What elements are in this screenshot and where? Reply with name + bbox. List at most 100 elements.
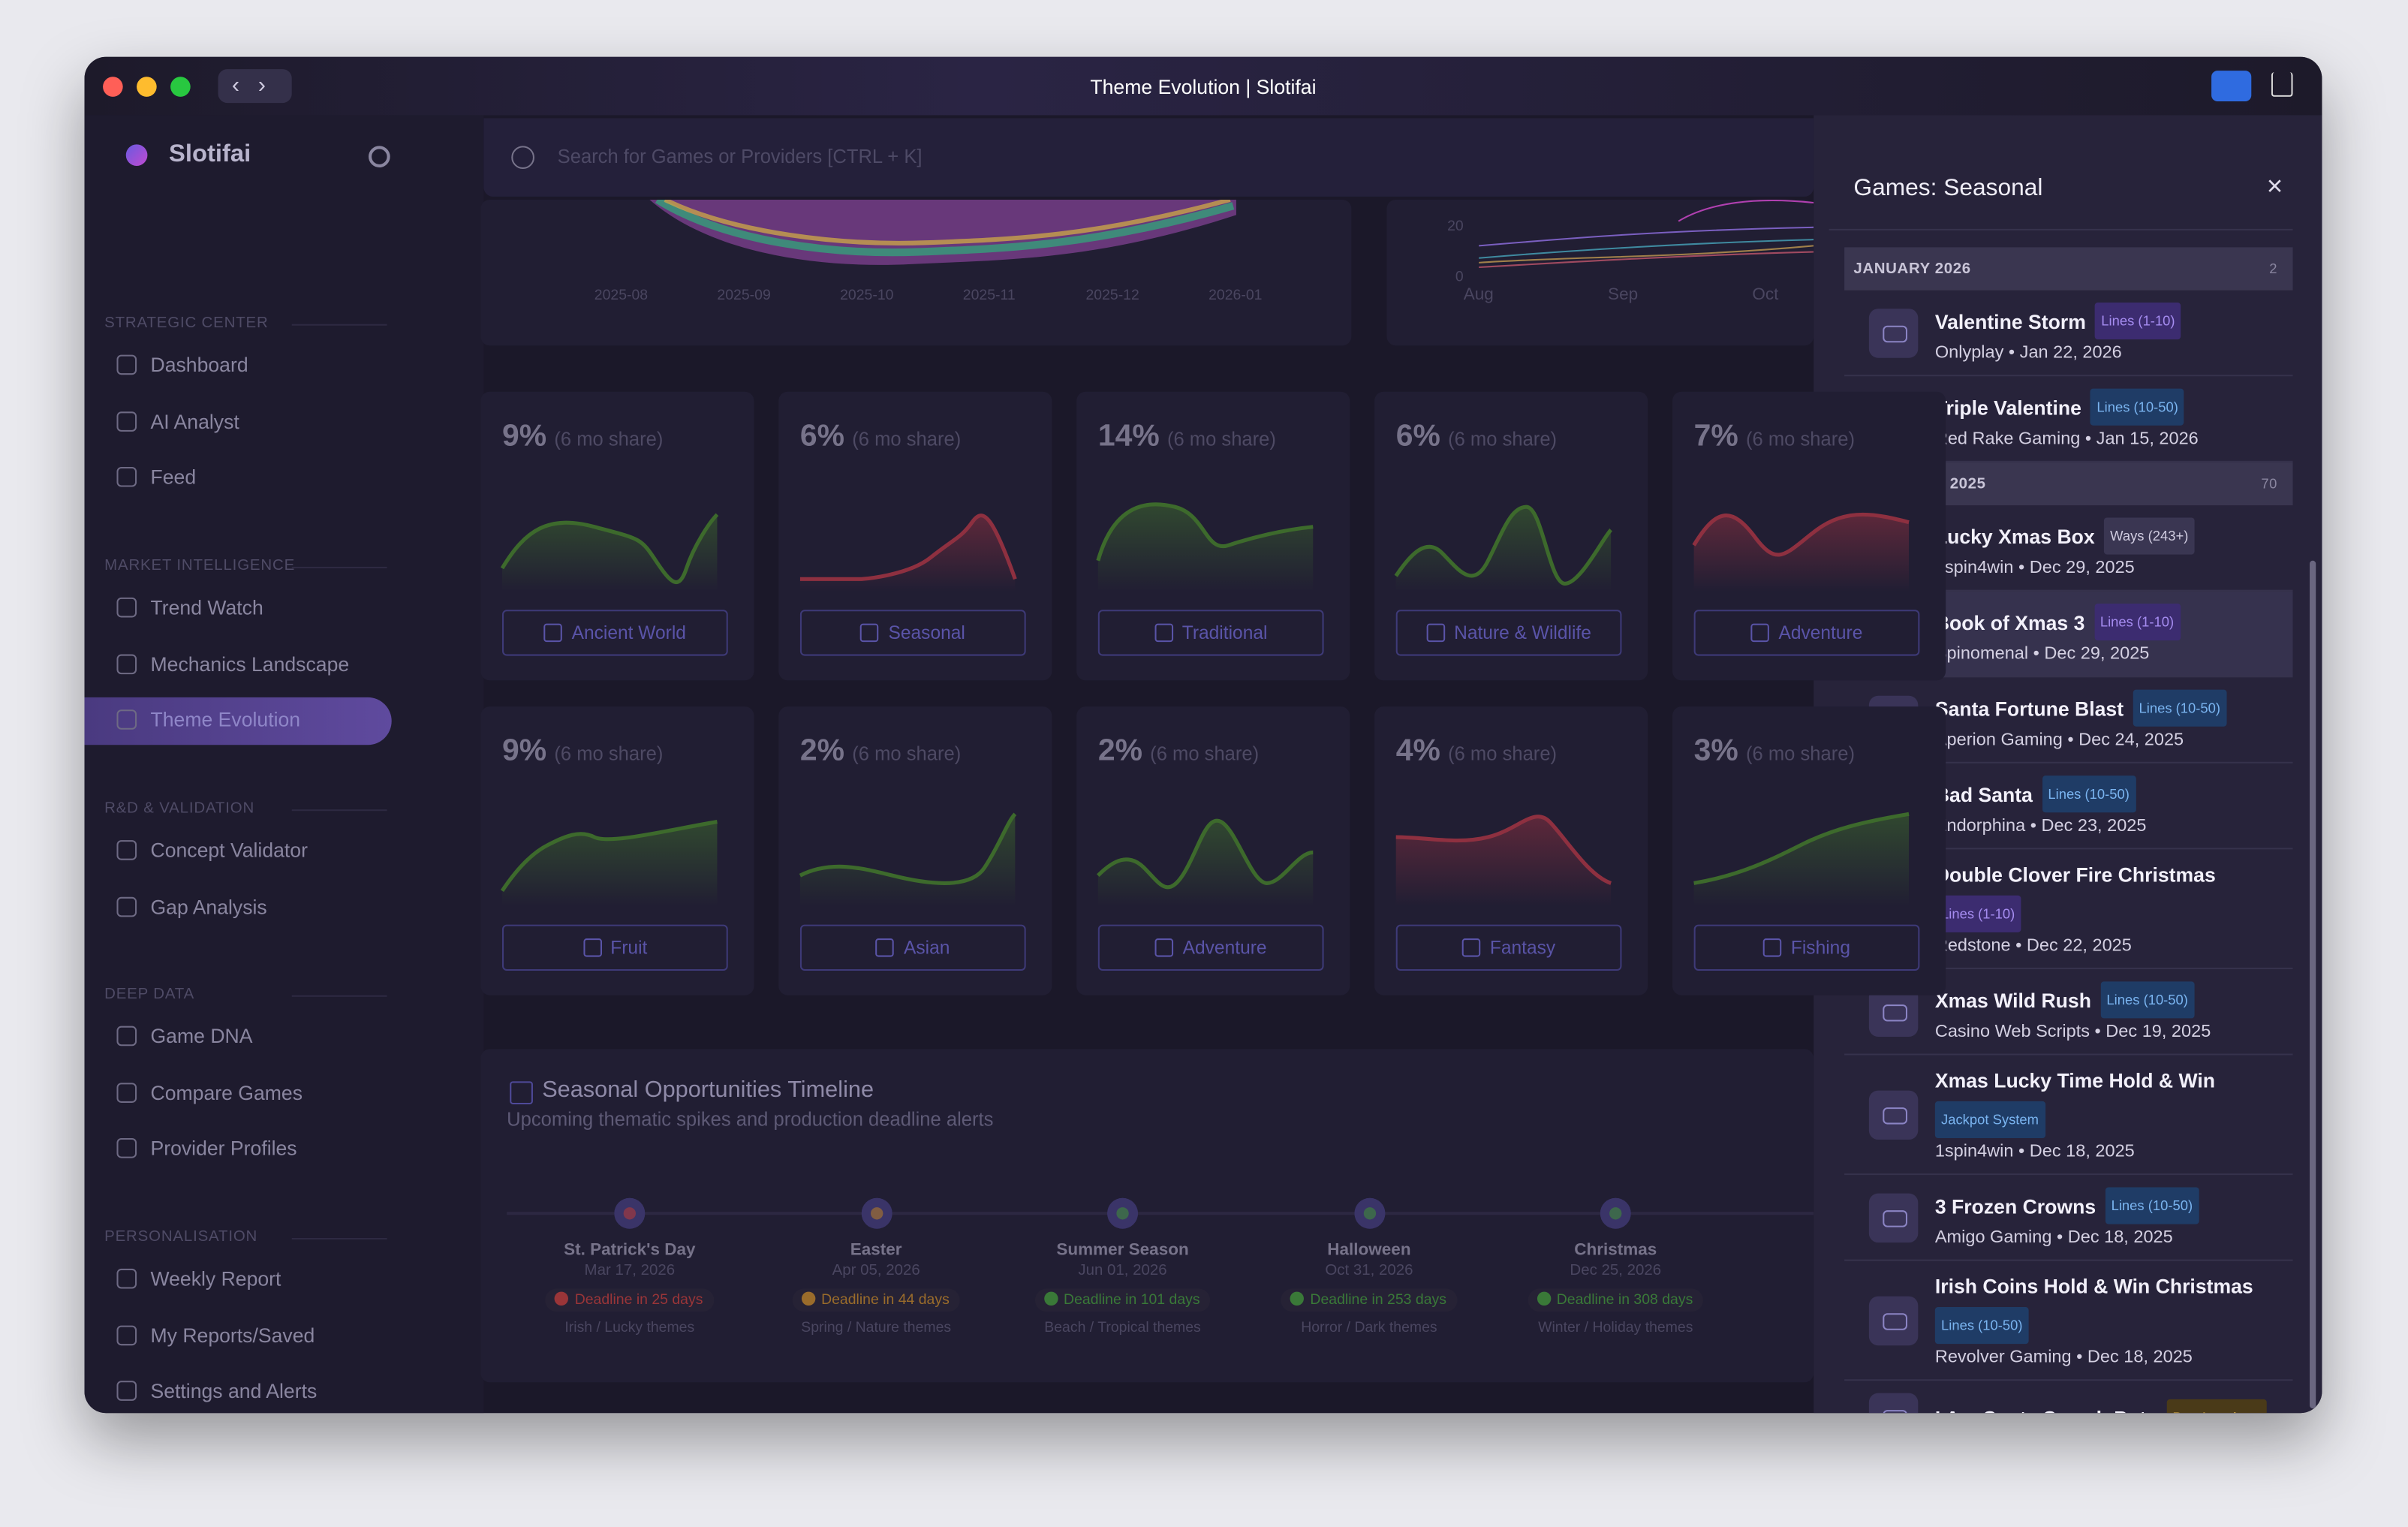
game-row[interactable]: I Am Santa Smash Pots Pay Anywhere (1844, 1381, 2292, 1414)
app-window: ‹› Theme Evolution | Slotifai Slotifai ST… (84, 56, 2322, 1414)
sparkline-line (1096, 502, 1314, 562)
deadline-text: Deadline in 253 days (1310, 1291, 1446, 1309)
theme-label: Ancient World (571, 622, 686, 644)
game-tag: Lines (10-50) (2042, 776, 2136, 813)
game-name: Bad Santa (1934, 783, 2033, 807)
game-tag: Lines (1-10) (2093, 604, 2181, 641)
x-axis-label: Oct (1752, 285, 1779, 305)
theme-icon (1154, 938, 1174, 957)
nav-item[interactable]: Gap Analysis (150, 894, 267, 918)
event: Easter Apr 05, 2026 Deadline in 44 days Spr… (754, 1241, 999, 1336)
x-axis-label: 2025-08 (594, 287, 649, 305)
nav-item[interactable]: Settings and Alerts (150, 1379, 318, 1403)
section-label: DEEP DATA (104, 986, 195, 1003)
group-label: JANUARY 2026 (1853, 260, 1971, 278)
deadline-dot (801, 1291, 815, 1306)
theme-card: 6% (6 mo share) Nature & Wildlife (1374, 391, 1648, 681)
nav-item[interactable]: Feed (150, 465, 197, 489)
theme-button[interactable]: Adventure (1097, 924, 1324, 971)
sparkline-line (1692, 512, 1910, 557)
theme-button[interactable]: Ancient World (502, 610, 728, 656)
event-name: St. Patrick's Day (564, 1241, 696, 1260)
event-date: Mar 17, 2026 (584, 1262, 676, 1280)
game-row[interactable]: 3 Frozen Crowns Lines (10-50) Amigo Gaming… (1844, 1175, 2293, 1261)
nav-item[interactable]: Trend Watch (150, 595, 263, 619)
menu-button[interactable] (2211, 71, 2252, 102)
nav-icon (116, 467, 137, 487)
theme-icon (860, 623, 880, 643)
nav-item[interactable]: Compare Games (150, 1080, 303, 1104)
search-bar[interactable] (483, 118, 1814, 197)
nav-item[interactable]: Provider Profiles (150, 1137, 297, 1161)
sparkline (1096, 502, 1314, 592)
trend-line (1479, 226, 1814, 247)
deadline-dot (1290, 1291, 1305, 1306)
share-line: 14% (6 mo share) (1098, 420, 1276, 455)
event-name: Halloween (1327, 1241, 1411, 1260)
sparkline (1693, 812, 1910, 907)
nav-item[interactable]: Mechanics Landscape (150, 652, 350, 676)
group-count: 70 (2261, 476, 2278, 492)
game-info: I Am Santa Smash Pots Pay Anywhere (1935, 1399, 2277, 1414)
theme-card: 9% (6 mo share) Fruit (480, 706, 754, 995)
nav-icon (116, 597, 137, 618)
game-tag: Lines (10-50) (2100, 981, 2195, 1019)
event-dot (1107, 1197, 1139, 1229)
theme-icon (1426, 623, 1445, 643)
theme-button[interactable]: Fruit (502, 924, 728, 971)
zoom-button[interactable] (170, 77, 191, 97)
game-tag: Lines (10-50) (2133, 689, 2227, 727)
close-button[interactable] (103, 77, 123, 97)
game-info: Double Clover Fire Christmas Lines (1-10)… (1934, 862, 2277, 956)
nav-icon (116, 709, 137, 730)
nav-item[interactable]: AI Analyst (150, 409, 239, 433)
game-row[interactable]: Xmas Lucky Time Hold & Win Jackpot System… (1844, 1056, 2293, 1176)
game-tag: Lines (1-10) (2095, 303, 2181, 340)
theme-button[interactable]: Fantasy (1395, 924, 1622, 971)
game-title: Xmas Wild Rush Lines (10-50) (1935, 981, 2277, 1019)
share-line: 9% (6 mo share) (502, 734, 663, 770)
nav-buttons[interactable]: ‹› (218, 69, 292, 104)
theme-button[interactable]: Nature & Wildlife (1395, 610, 1622, 656)
game-title: Bad Santa Lines (10-50) (1934, 776, 2277, 813)
nav-item[interactable]: Dashboard (150, 353, 248, 377)
share-line: 2% (6 mo share) (800, 734, 961, 770)
timeline-title: Seasonal Opportunities Timeline (542, 1077, 874, 1103)
nav-icon (116, 896, 137, 917)
share-value: 14% (1097, 419, 1160, 453)
brand-logo (125, 144, 148, 166)
nav-item[interactable]: Concept Validator (150, 839, 308, 862)
panel-close[interactable]: × (2266, 170, 2283, 202)
game-row[interactable]: Valentine Storm Lines (1-10) Onlyplay • Ja… (1844, 291, 2293, 377)
theme-button[interactable]: Asian (799, 924, 1026, 971)
nav-item[interactable]: Weekly Report (150, 1266, 281, 1291)
theme-label: Seasonal (888, 622, 965, 644)
theme-button[interactable]: Fishing (1693, 924, 1920, 971)
theme-button[interactable]: Adventure (1693, 610, 1920, 656)
group-count: 2 (2269, 261, 2278, 277)
x-axis-label: 2025-09 (717, 287, 771, 305)
game-meta: Redstone • Dec 22, 2025 (1934, 936, 2132, 956)
section-rule (291, 324, 387, 326)
collapse-toggle[interactable] (369, 146, 390, 168)
panel-title: Games: Seasonal (1853, 175, 2043, 202)
deadline-dot (555, 1291, 569, 1306)
search-icon (511, 146, 534, 170)
game-title: Irish Coins Hold & Win Christmas Lines (1… (1934, 1273, 2277, 1345)
theme-button[interactable]: Traditional (1097, 610, 1324, 656)
event-themes: Spring / Nature themes (801, 1319, 952, 1336)
nav-item[interactable]: My Reports/Saved (150, 1323, 315, 1347)
share-button[interactable] (2271, 72, 2293, 97)
nav-item[interactable]: Game DNA (150, 1024, 253, 1048)
theme-button[interactable]: Seasonal (799, 610, 1026, 656)
game-title: Xmas Lucky Time Hold & Win Jackpot System (1934, 1068, 2277, 1139)
game-meta: Amigo Gaming • Dec 18, 2025 (1934, 1228, 2173, 1248)
theme-label: Fantasy (1489, 936, 1556, 959)
scrollbar[interactable] (2310, 560, 2316, 1409)
nav-item[interactable]: Theme Evolution (150, 708, 301, 732)
game-icon (1868, 1393, 1919, 1414)
section-rule (291, 809, 387, 812)
game-row[interactable]: Irish Coins Hold & Win Christmas Lines (1… (1844, 1261, 2293, 1381)
event: St. Patrick's Day Mar 17, 2026 Deadline in… (507, 1241, 752, 1336)
minimize-button[interactable] (137, 77, 157, 97)
